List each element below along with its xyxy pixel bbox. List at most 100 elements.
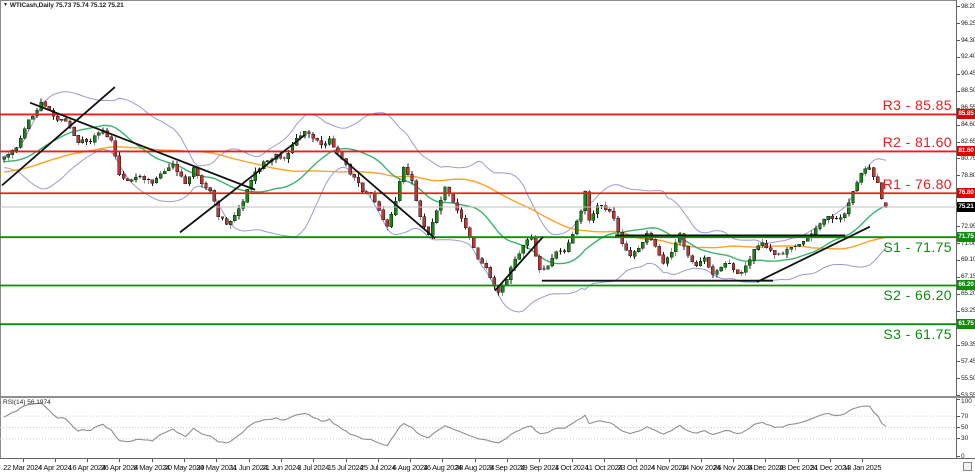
rsi-axis[interactable]: 100 70 50 30 0 xyxy=(957,398,975,460)
price-badge-66-20: 66.20 xyxy=(957,280,975,291)
date-tick-label: 15 Jul 2024 xyxy=(327,463,364,472)
level-label-s2: S2 - 66.20 xyxy=(883,287,952,304)
rsi-tick-label: 0 xyxy=(961,452,965,460)
rsi-tick-label: 100 xyxy=(961,398,972,405)
date-tick xyxy=(410,459,412,462)
trendline-8 xyxy=(756,225,871,283)
date-tick-label: 8 May 2024 xyxy=(133,463,171,472)
main-chart-panel[interactable]: ▼ WTICash,Daily 75.73 75.74 75.12 75.21 R… xyxy=(0,0,957,396)
symbol-period-label: WTICash,Daily xyxy=(9,2,54,9)
date-tick-label: 9 Sep 2024 xyxy=(489,463,525,472)
level-label-r1: R1 - 76.80 xyxy=(882,176,952,193)
date-axis-separator xyxy=(0,458,975,459)
date-tick xyxy=(119,459,121,462)
price-tick xyxy=(957,158,960,160)
date-tick-label: 26 Apr 2024 xyxy=(100,463,138,472)
date-tick xyxy=(151,459,153,462)
date-tick xyxy=(862,459,864,462)
date-tick xyxy=(313,459,315,462)
date-tick-label: 21 Jun 2024 xyxy=(261,463,300,472)
rsi-tick xyxy=(957,415,960,417)
price-axis[interactable]: 98.20 96.25 94.30 92.40 90.45 88.50 86.55 84.60… xyxy=(957,0,975,458)
price-tick xyxy=(957,40,960,42)
price-tick xyxy=(957,90,960,92)
date-tick-label: 11 Jun 2024 xyxy=(229,463,268,472)
price-tick-label: 67.15 xyxy=(961,273,975,281)
date-tick xyxy=(280,459,282,462)
rsi-panel[interactable]: RSI(14) 56.1974 xyxy=(0,398,957,458)
date-tick xyxy=(830,459,831,462)
candles-layer xyxy=(2,98,888,297)
date-tick-label: 4 Nov 2024 xyxy=(650,463,687,472)
price-chart-canvas[interactable] xyxy=(0,0,957,396)
rsi-tick-label: 50 xyxy=(961,424,969,431)
date-tick-label: 16 Apr 2024 xyxy=(68,463,106,472)
ohlc-readout: 75.73 75.74 75.12 75.21 xyxy=(55,2,124,9)
date-tick-label: 22 Mar 2024 xyxy=(3,463,42,472)
symbol-marker-icon: ▼ xyxy=(3,2,8,8)
level-label-s1: S1 - 71.75 xyxy=(883,239,952,256)
trendline-1 xyxy=(1,86,116,187)
price-tick-label: 96.25 xyxy=(961,19,975,27)
date-tick-label: 6 Dec 2024 xyxy=(747,463,784,472)
price-tick xyxy=(957,361,960,363)
price-tick-label: 69.10 xyxy=(961,256,975,264)
date-tick-label: 11 Oct 2024 xyxy=(585,463,623,472)
date-tick xyxy=(442,459,444,462)
chart-title: ▼ WTICash,Daily 75.73 75.74 75.12 75.21 xyxy=(3,2,124,9)
date-tick xyxy=(507,459,508,462)
date-tick xyxy=(345,459,347,462)
date-tick xyxy=(700,459,702,462)
price-badge-85-85: 85.85 xyxy=(957,109,975,120)
price-tick xyxy=(957,124,960,126)
rsi-tick xyxy=(957,438,960,440)
date-axis[interactable]: 22 Mar 2024 4 Apr 2024 16 Apr 2024 26 Apr 2… xyxy=(0,459,975,476)
price-tick xyxy=(957,378,960,380)
panel-separator[interactable] xyxy=(0,396,975,398)
price-tick-label: 59.35 xyxy=(961,341,975,349)
price-tick-label: 98.20 xyxy=(961,2,975,10)
fast-ma-line xyxy=(4,124,887,265)
date-tick xyxy=(474,459,476,462)
price-tick-label: 72.95 xyxy=(961,222,975,230)
price-tick xyxy=(957,175,960,177)
date-tick xyxy=(603,459,605,462)
price-tick xyxy=(957,73,960,75)
date-tick-label: 25 Jul 2024 xyxy=(360,463,396,472)
price-badge-75-21: 75.21 xyxy=(957,202,975,213)
date-tick-label: 14 Nov 2024 xyxy=(681,463,721,472)
price-tick xyxy=(957,141,960,143)
level-label-s3: S3 - 61.75 xyxy=(883,326,952,343)
date-tick-label: 31 Dec 2024 xyxy=(810,463,850,472)
price-tick-label: 92.40 xyxy=(961,53,975,61)
date-tick xyxy=(539,459,541,462)
axis-corner-box[interactable] xyxy=(963,462,972,471)
date-tick xyxy=(22,459,24,462)
trendline-4 xyxy=(334,151,436,240)
date-tick-label: 26 Nov 2024 xyxy=(713,463,753,472)
price-tick-label: 78.80 xyxy=(961,171,975,179)
price-tick-label: 57.45 xyxy=(961,357,975,365)
price-badge-61-75: 61.75 xyxy=(957,319,975,330)
price-tick-label: 94.30 xyxy=(961,36,975,44)
rsi-tick-label: 70 xyxy=(961,412,969,420)
price-tick xyxy=(957,56,960,58)
price-tick xyxy=(957,395,960,397)
price-tick xyxy=(957,310,960,312)
date-tick-label: 18 Dec 2024 xyxy=(778,463,818,472)
price-badge-81-60: 81.60 xyxy=(957,146,975,157)
rsi-chart-canvas[interactable] xyxy=(0,398,957,458)
rsi-tick xyxy=(957,427,960,428)
price-tick xyxy=(957,259,960,261)
price-tick-label: 86.55 xyxy=(961,104,975,112)
rsi-indicator-label: RSI(14) 56.1974 xyxy=(3,399,51,406)
date-tick xyxy=(248,459,250,462)
price-tick xyxy=(957,6,960,8)
date-tick xyxy=(797,459,799,462)
date-tick-label: 19 Sep 2024 xyxy=(519,463,560,472)
date-tick xyxy=(54,459,56,462)
date-tick-label: 23 Oct 2024 xyxy=(617,463,655,472)
price-badge-71-75: 71.75 xyxy=(957,232,975,243)
trendline-3 xyxy=(179,134,306,234)
